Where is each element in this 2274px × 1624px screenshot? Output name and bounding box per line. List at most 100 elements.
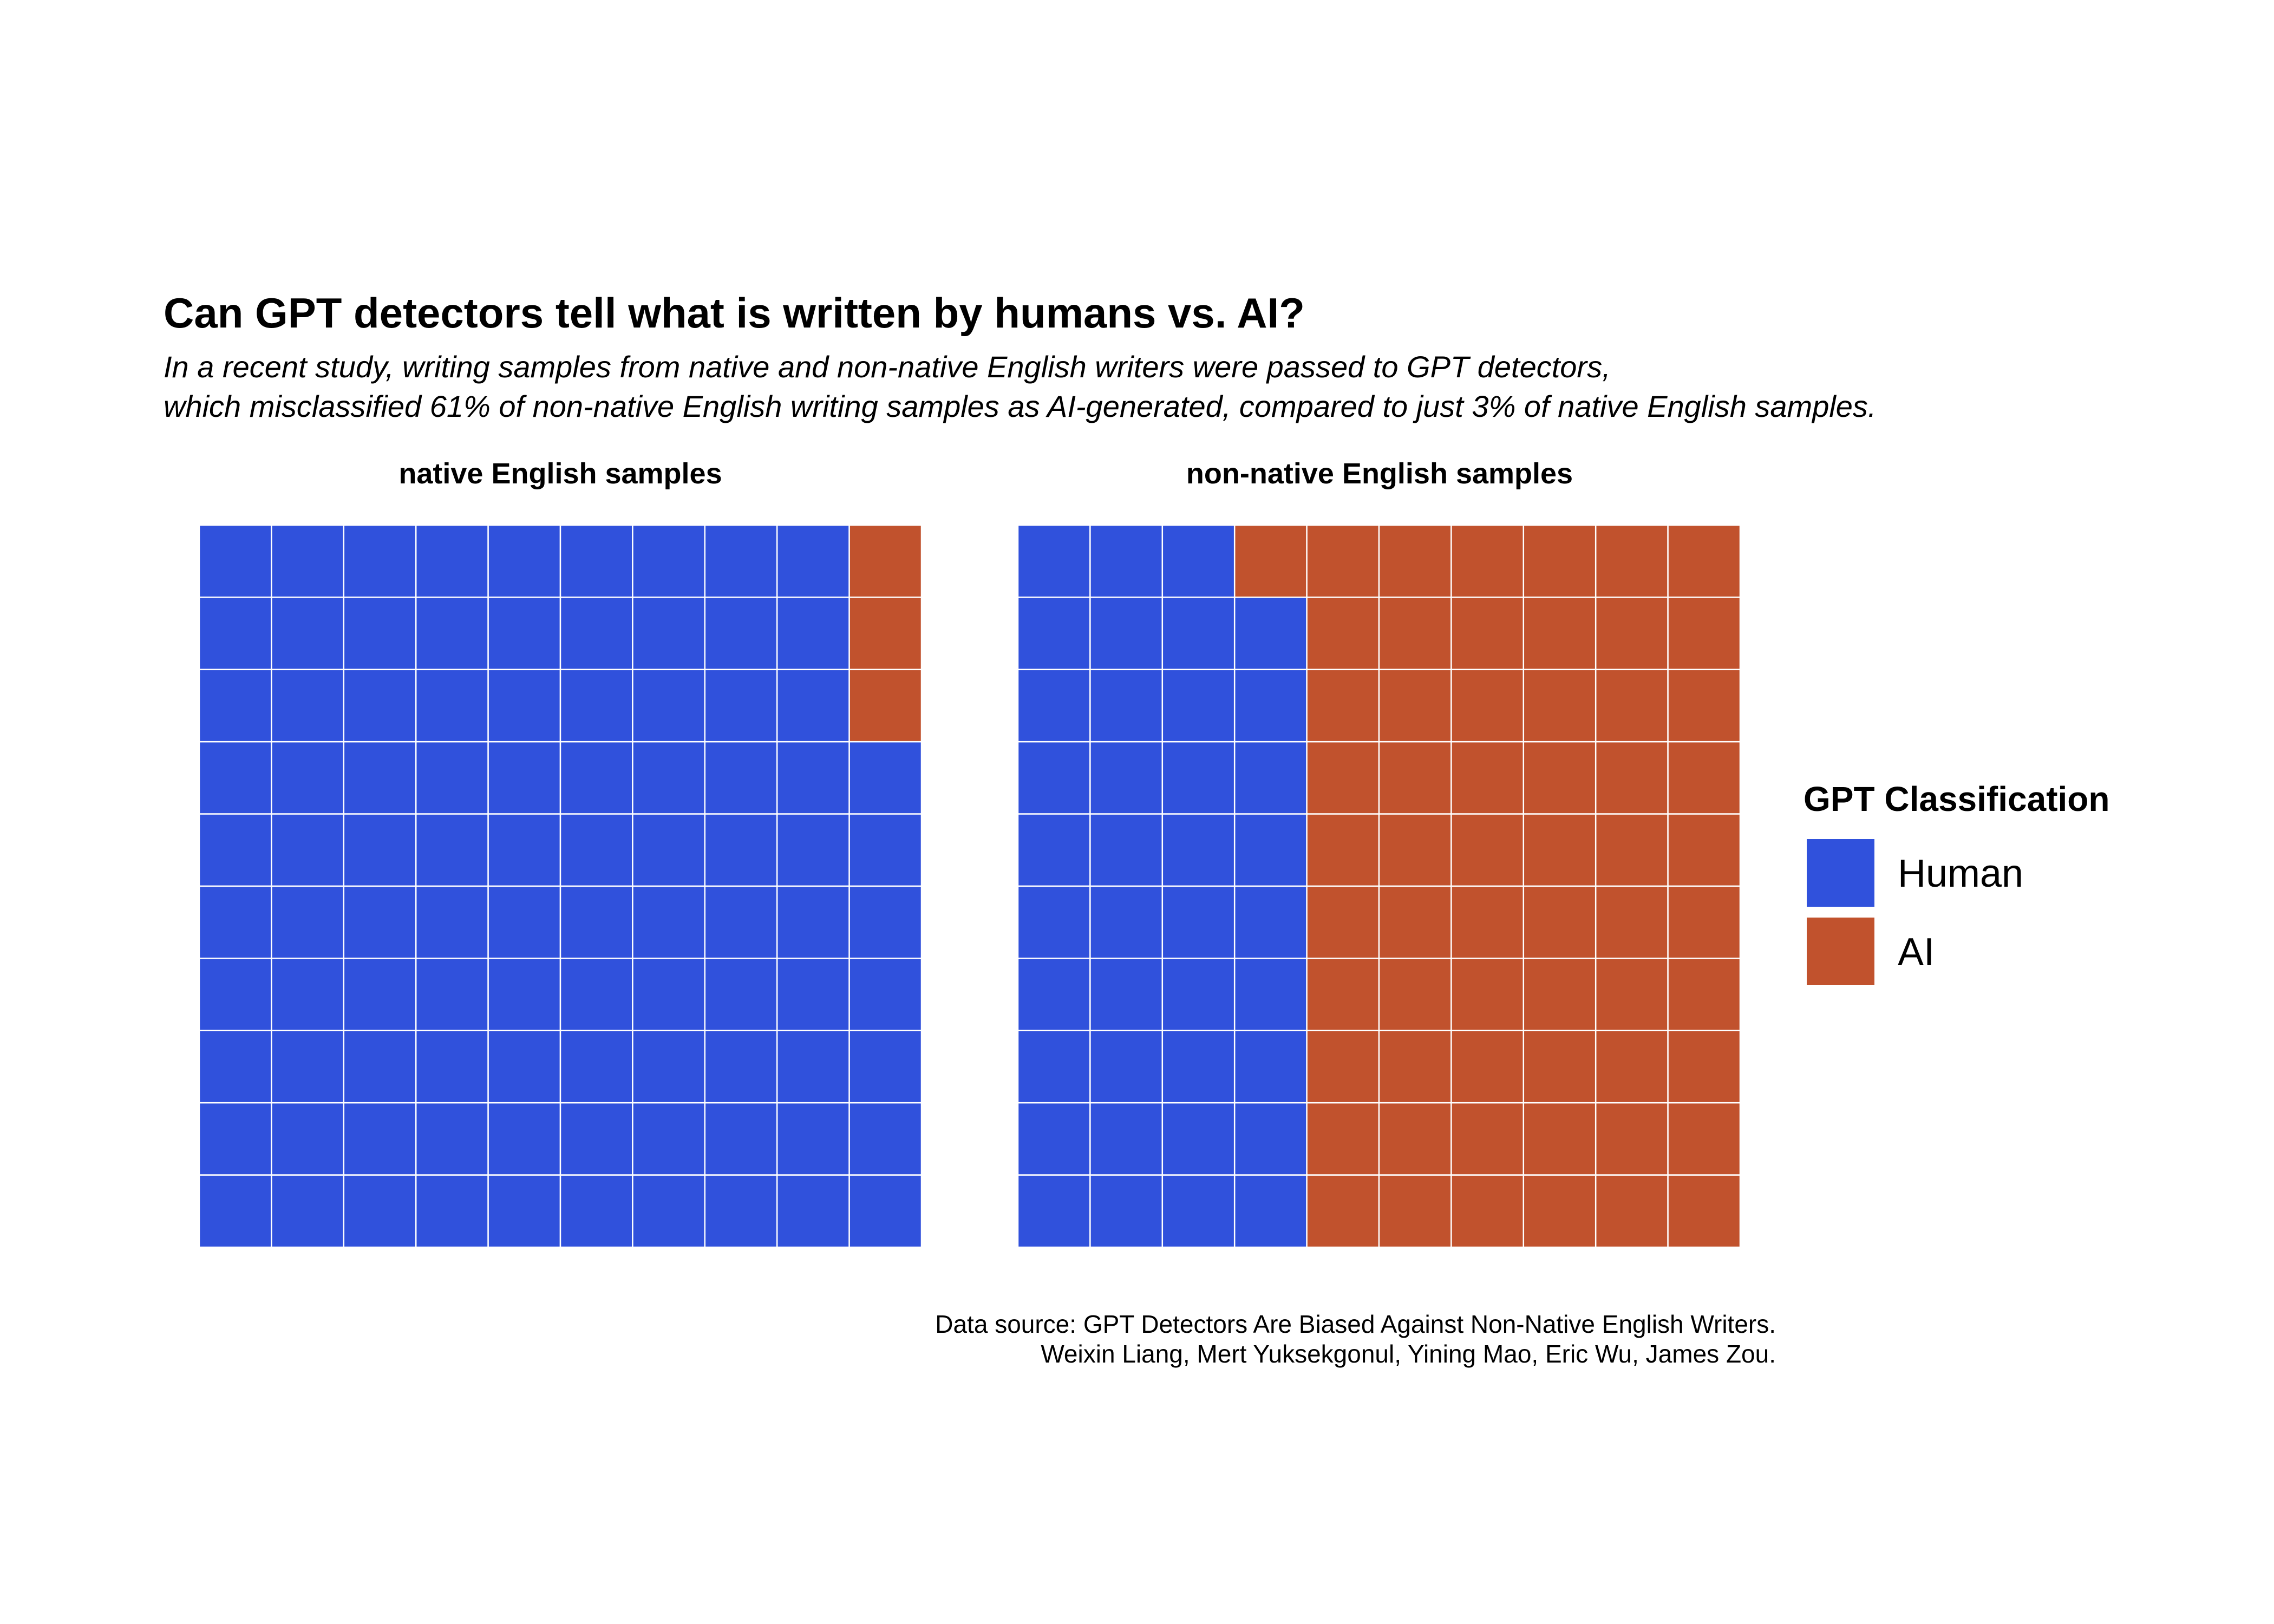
waffle-cell-human [487,741,561,815]
waffle-cell-human [559,597,633,671]
waffle-cell-ai [1522,741,1597,815]
waffle-cell-human [198,669,272,743]
waffle-cell-ai [1378,958,1452,1032]
waffle-cell-human [271,741,345,815]
waffle-cell-human [415,885,489,959]
waffle-cell-ai [1450,597,1525,671]
waffle-cell-ai [1595,1030,1669,1104]
waffle-cell-human [776,1102,850,1176]
waffle-cell-ai [1667,597,1741,671]
waffle-cell-ai [1450,1102,1525,1176]
waffle-cell-human [198,524,272,598]
waffle-cell-human [487,669,561,743]
waffle-cell-ai [1378,1174,1452,1248]
waffle-cell-human [198,1030,272,1104]
waffle-cell-human [559,885,633,959]
waffle-cell-human [559,958,633,1032]
waffle-cell-human [1161,1102,1236,1176]
waffle-cell-ai [1667,669,1741,743]
waffle-cell-ai [1450,1030,1525,1104]
waffle-cell-ai [1667,813,1741,887]
waffle-cell-ai [848,524,923,598]
waffle-cell-human [632,1102,706,1176]
waffle-cell-human [1089,1102,1164,1176]
waffle-cell-human [1161,597,1236,671]
waffle-cell-human [487,1030,561,1104]
waffle-cell-human [1017,741,1091,815]
waffle-cell-human [1161,1174,1236,1248]
waffle-cell-ai [1595,1174,1669,1248]
waffle-cell-human [271,669,345,743]
waffle-cell-human [1161,1030,1236,1104]
waffle-cell-human [559,669,633,743]
waffle-cell-ai [1522,524,1597,598]
waffle-cell-ai [848,597,923,671]
waffle-cell-human [1161,885,1236,959]
waffle-cell-human [776,597,850,671]
waffle-cell-human [704,741,778,815]
waffle-cell-human [559,1174,633,1248]
waffle-cell-ai [1378,669,1452,743]
waffle-cell-human [198,1174,272,1248]
waffle-cell-human [343,741,417,815]
waffle-cell-ai [1522,1174,1597,1248]
waffle-cell-human [1233,1174,1308,1248]
legend-label-human: Human [1898,852,2023,895]
panel-title-non-native: non-native English samples [1186,457,1573,490]
waffle-cell-ai [1522,958,1597,1032]
waffle-cell-ai [1595,1102,1669,1176]
waffle-cell-human [1233,1102,1308,1176]
waffle-cell-ai [1522,1102,1597,1176]
waffle-cell-human [415,958,489,1032]
waffle-cell-ai [1306,597,1380,671]
waffle-cell-human [198,813,272,887]
waffle-cell-ai [1378,597,1452,671]
waffle-panel-non-native [1017,524,1741,1248]
waffle-cell-human [415,1030,489,1104]
waffle-cell-human [415,741,489,815]
waffle-cell-human [487,1174,561,1248]
waffle-cell-human [1017,669,1091,743]
waffle-cell-human [848,813,923,887]
waffle-cell-human [848,1174,923,1248]
waffle-cell-human [1089,524,1164,598]
waffle-cell-ai [1522,1030,1597,1104]
waffle-cell-ai [1595,524,1669,598]
caption-line-2: Weixin Liang, Mert Yuksekgonul, Yining M… [1041,1340,1776,1368]
legend-swatch-human [1807,839,1874,907]
waffle-cell-ai [1667,885,1741,959]
legend-swatch-ai [1807,918,1874,985]
waffle-cell-ai [1306,524,1380,598]
waffle-cell-ai [1595,669,1669,743]
waffle-cell-human [198,958,272,1032]
waffle-cell-human [271,1030,345,1104]
waffle-cell-human [1017,813,1091,887]
waffle-cell-ai [1378,741,1452,815]
waffle-cell-ai [1450,669,1525,743]
waffle-cell-ai [1450,958,1525,1032]
waffle-cell-human [776,669,850,743]
waffle-cell-human [1089,741,1164,815]
waffle-cell-human [848,958,923,1032]
waffle-cell-ai [1667,958,1741,1032]
waffle-cell-human [487,597,561,671]
waffle-cell-ai [1667,1102,1741,1176]
waffle-cell-human [1017,1102,1091,1176]
waffle-cell-human [343,958,417,1032]
waffle-cell-human [487,1102,561,1176]
waffle-cell-human [1017,958,1091,1032]
waffle-cell-human [487,813,561,887]
waffle-cell-human [776,741,850,815]
waffle-cell-ai [1450,1174,1525,1248]
waffle-cell-human [704,885,778,959]
waffle-cell-human [1233,1030,1308,1104]
waffle-cell-human [1233,885,1308,959]
waffle-cell-human [776,813,850,887]
waffle-cell-human [1017,524,1091,598]
waffle-panel-native [198,524,923,1248]
waffle-cell-ai [1306,813,1380,887]
waffle-cell-ai [1378,1102,1452,1176]
waffle-cell-ai [1522,669,1597,743]
waffle-cell-human [1089,813,1164,887]
waffle-cell-ai [1306,1030,1380,1104]
